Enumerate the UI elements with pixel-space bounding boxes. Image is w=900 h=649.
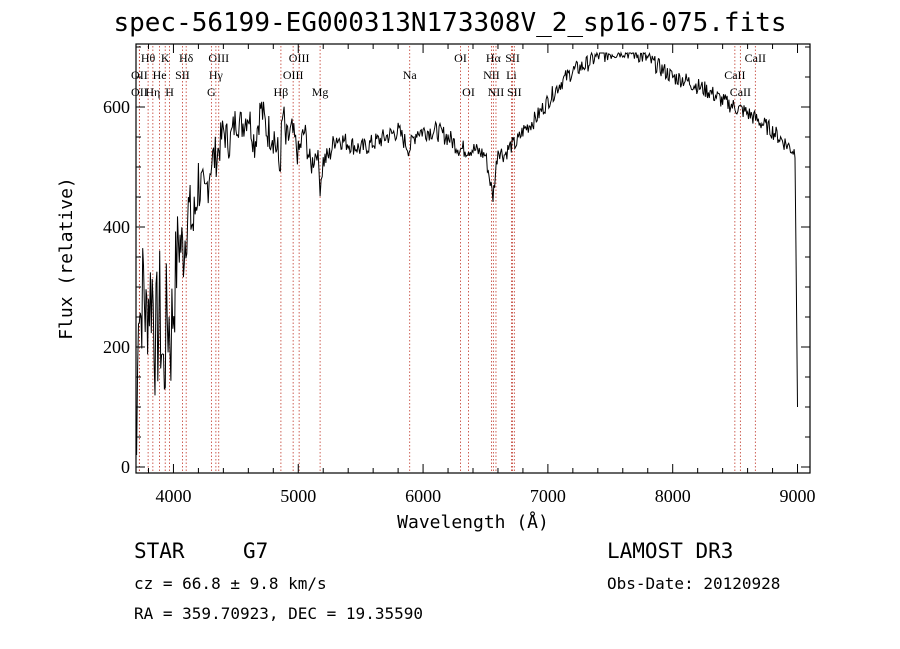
y-tick-label: 400 xyxy=(103,217,130,237)
marker-label: OI xyxy=(454,51,467,65)
y-tick-label: 600 xyxy=(103,97,130,117)
coordinates: RA = 359.70923, DEC = 19.35590 xyxy=(134,604,423,623)
marker-label: Hγ xyxy=(209,68,224,82)
x-tick-label: 5000 xyxy=(280,486,316,506)
obs-date: Obs-Date: 20120928 xyxy=(607,574,781,593)
marker-label: OIII xyxy=(208,51,229,65)
x-tick-label: 6000 xyxy=(405,486,441,506)
survey-label: LAMOST DR3 xyxy=(607,539,734,563)
marker-label: He xyxy=(153,68,167,82)
marker-label: SII xyxy=(175,68,190,82)
x-axis-label: Wavelength (Å) xyxy=(397,511,549,533)
x-tick-label: 4000 xyxy=(155,486,191,506)
marker-label: OI xyxy=(462,85,475,99)
y-axis-label: Flux (relative) xyxy=(56,177,77,340)
marker-label: SII xyxy=(505,51,520,65)
marker-label: Hβ xyxy=(274,85,289,99)
spectrum-line xyxy=(136,51,798,456)
marker-label: CaII xyxy=(745,51,766,65)
marker-label: H xyxy=(165,85,174,99)
marker-label: NII xyxy=(488,85,505,99)
y-tick-label: 0 xyxy=(121,457,130,477)
marker-label: Na xyxy=(403,68,418,82)
x-tick-label: 8000 xyxy=(655,486,691,506)
marker-label: OIII xyxy=(289,51,310,65)
y-tick-label: 200 xyxy=(103,337,130,357)
marker-label: Li xyxy=(506,68,517,82)
marker-label: K xyxy=(161,51,170,65)
marker-label: CaII xyxy=(730,85,751,99)
marker-label: OII xyxy=(131,85,148,99)
plot-frame xyxy=(135,43,811,474)
marker-label: G xyxy=(207,85,216,99)
marker-label: Hδ xyxy=(179,51,194,65)
object-subclass: G7 xyxy=(243,539,269,563)
marker-label: NII xyxy=(483,68,500,82)
marker-label: Hη xyxy=(145,85,160,99)
marker-label: Hα xyxy=(486,51,502,65)
redshift-readout: cz = 66.8 ± 9.8 km/s xyxy=(134,574,327,593)
x-tick-label: 9000 xyxy=(780,486,816,506)
marker-label: CaII xyxy=(724,68,745,82)
marker-label: Hθ xyxy=(141,51,156,65)
marker-label: OIII xyxy=(283,68,304,82)
marker-label: SII xyxy=(507,85,522,99)
chart-title: spec-56199-EG000313N173308V_2_sp16-075.f… xyxy=(113,8,787,38)
object-class: STAR xyxy=(134,539,185,563)
marker-label: Mg xyxy=(312,85,329,99)
x-tick-label: 7000 xyxy=(530,486,566,506)
